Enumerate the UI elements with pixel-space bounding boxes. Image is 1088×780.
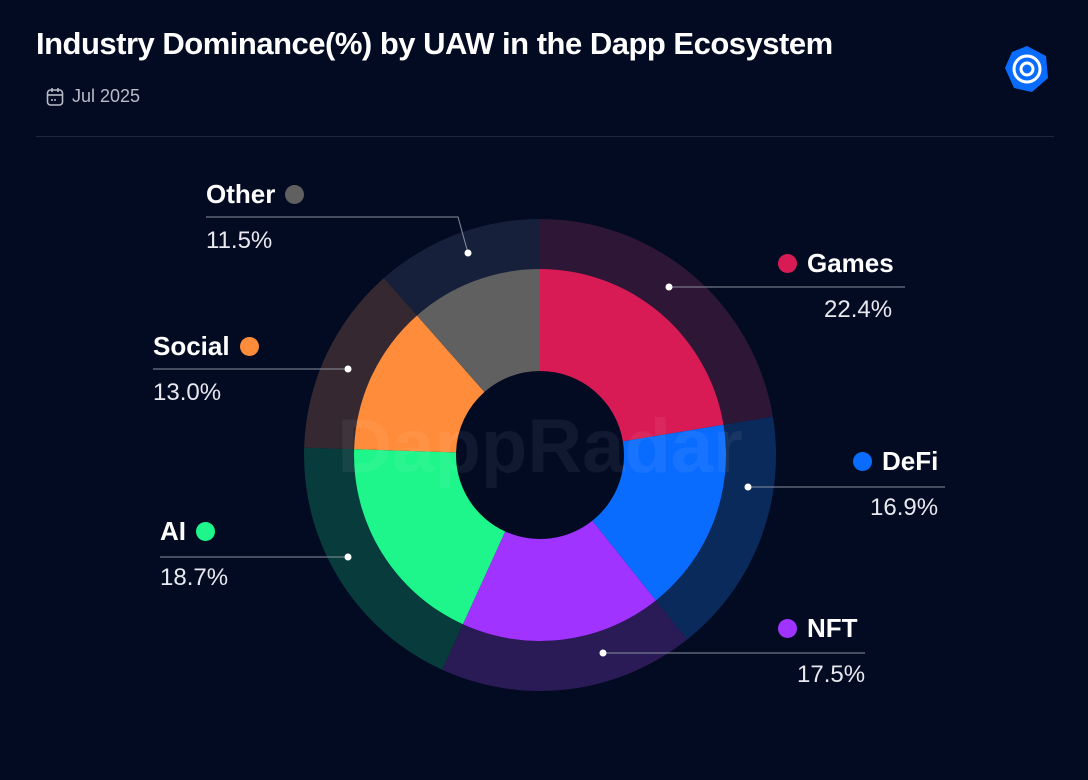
label-text: AI <box>160 516 186 546</box>
slice-value: 18.7% <box>160 564 229 591</box>
label-text: Other <box>206 179 276 209</box>
slice-label-other: Other <box>206 179 305 210</box>
slice-nft[interactable] <box>462 520 656 641</box>
label-text: DeFi <box>882 446 939 476</box>
date-range: Jul 2025 <box>46 86 140 107</box>
slice-label-defi: DeFi <box>853 446 938 477</box>
label-text: NFT <box>807 613 858 643</box>
outer-ring-social <box>304 277 417 450</box>
outer-ring-defi <box>655 416 777 640</box>
slice-label-social: Social <box>153 331 259 362</box>
slice-label-games: Games <box>778 248 894 279</box>
leader-line <box>206 216 469 254</box>
legend-dot-icon <box>285 185 305 204</box>
slice-ai[interactable] <box>353 449 506 625</box>
outer-ring-other <box>383 219 540 316</box>
leader-dot <box>599 649 607 657</box>
leader-dot <box>464 249 472 257</box>
date-label: Jul 2025 <box>72 86 141 106</box>
outer-ring-ai <box>304 447 463 670</box>
outer-ring-games <box>540 219 773 425</box>
legend-dot-icon <box>196 522 215 541</box>
slice-value: 11.5% <box>206 227 273 254</box>
page-title: Industry Dominance(%) by UAW in the Dapp… <box>36 26 833 61</box>
leader-dot <box>665 283 673 291</box>
legend-dot-icon <box>239 337 259 356</box>
slice-games[interactable] <box>540 269 724 442</box>
watermark: DappRadar <box>337 404 742 489</box>
label-text: Games <box>807 248 894 278</box>
slice-defi[interactable] <box>592 424 726 601</box>
leader-dot <box>744 483 752 491</box>
label-text: Social <box>153 331 230 361</box>
leader-dot <box>344 553 352 561</box>
legend-dot-icon <box>778 254 797 273</box>
slice-value: 13.0% <box>153 379 222 406</box>
header-divider <box>36 136 1054 137</box>
calendar-icon <box>46 87 64 106</box>
outer-ring-nft <box>442 600 687 691</box>
legend-dot-icon <box>853 452 872 471</box>
slice-label-nft: NFT <box>778 613 858 644</box>
slice-value: 22.4% <box>824 296 893 323</box>
leader-dot <box>344 365 352 373</box>
slice-other[interactable] <box>416 269 540 392</box>
slice-label-ai: AI <box>160 516 215 547</box>
slice-social[interactable] <box>354 315 485 453</box>
slice-value: 16.9% <box>870 494 939 521</box>
legend-dot-icon <box>778 619 797 638</box>
dappradar-logo-icon <box>1005 46 1048 92</box>
slice-value: 17.5% <box>797 661 866 688</box>
